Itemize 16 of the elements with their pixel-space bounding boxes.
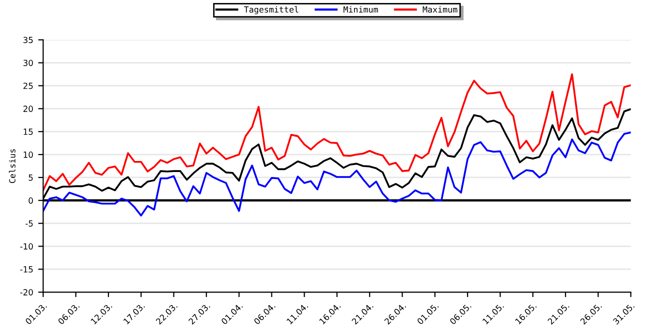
legend-label: Tagesmittel: [244, 6, 298, 14]
y-tick-label: 5: [28, 174, 33, 181]
y-tick-label: 20: [23, 106, 33, 112]
y-tick-label: 30: [23, 60, 33, 66]
y-tick-label: -10: [20, 243, 33, 250]
y-tick-label: 25: [23, 82, 33, 89]
y-tick-label: -20: [20, 289, 33, 296]
y-tick-label: -5: [26, 220, 33, 227]
legend-label: Maximum: [422, 6, 458, 13]
y-tick-label: 0: [28, 197, 33, 204]
y-tick-label: 35: [23, 36, 33, 44]
y-tick-label: -15: [20, 266, 33, 273]
y-tick-label: 15: [24, 128, 33, 135]
y-tick-label: 10: [24, 152, 33, 158]
legend-label: Minimum: [344, 6, 378, 13]
y-axis-title: Celsius: [8, 149, 16, 183]
